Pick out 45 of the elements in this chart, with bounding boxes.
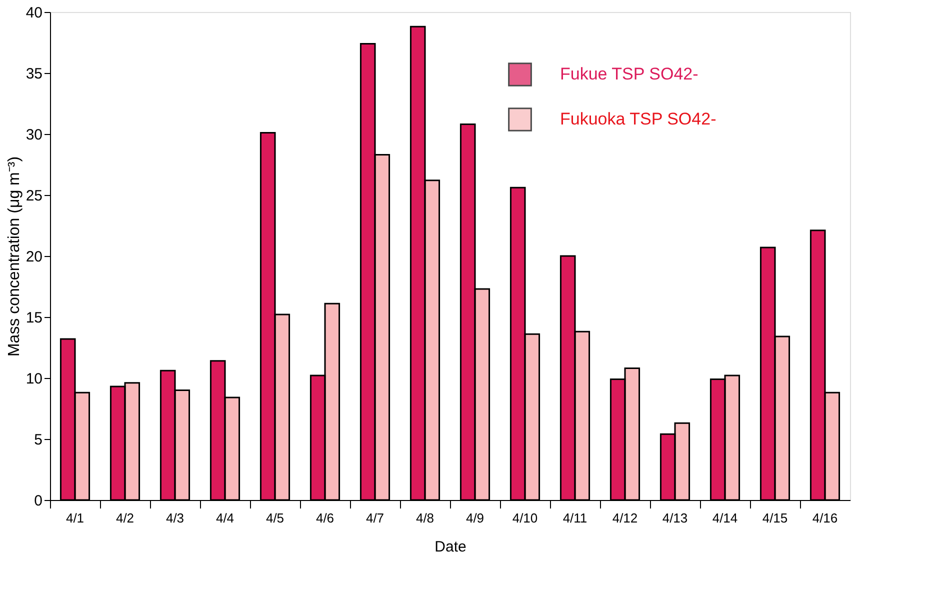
y-tick-label: 20 <box>26 248 42 266</box>
legend-label: Fukuoka TSP SO42- <box>560 110 716 128</box>
x-tick-label: 4/8 <box>416 510 434 526</box>
bar <box>824 392 840 501</box>
y-axis-title: Mass concentration (μg m⁻³) <box>6 156 23 357</box>
x-tick-label: 4/13 <box>662 510 688 526</box>
y-tick-label: 30 <box>26 126 42 144</box>
x-tick-label: 4/9 <box>466 510 484 526</box>
bar <box>724 374 740 501</box>
y-tick-label: 25 <box>26 188 42 204</box>
x-tick-label: 4/5 <box>266 510 284 526</box>
bar <box>674 422 690 501</box>
bar <box>124 382 140 501</box>
x-tick-label: 4/3 <box>166 510 184 526</box>
bar <box>474 288 490 501</box>
bar <box>524 333 540 501</box>
bar <box>174 389 190 501</box>
x-tick-label: 4/1 <box>66 510 84 526</box>
y-tick-label: 35 <box>26 66 42 82</box>
bar <box>424 180 440 501</box>
bar <box>624 367 640 501</box>
x-tick-label: 4/14 <box>712 510 738 526</box>
bar <box>224 396 240 501</box>
x-tick-label: 4/7 <box>366 510 384 526</box>
y-tick-label: 15 <box>26 310 42 326</box>
y-tick-label: 0 <box>34 492 42 510</box>
x-tick-label: 4/4 <box>216 510 234 526</box>
y-tick-label: 40 <box>26 4 42 22</box>
x-tick-label: 4/6 <box>316 510 334 526</box>
bar <box>74 392 90 501</box>
legend-label: Fukue TSP SO42- <box>560 64 698 84</box>
x-tick-label: 4/11 <box>562 510 588 526</box>
x-tick-label: 4/12 <box>612 510 638 526</box>
x-tick-label: 4/16 <box>812 510 838 526</box>
bar <box>574 330 590 501</box>
bar <box>324 302 340 501</box>
bar <box>774 336 790 501</box>
bar <box>374 154 390 501</box>
bar <box>274 314 290 501</box>
x-tick-label: 4/15 <box>762 510 788 526</box>
x-axis-title: Date <box>434 538 466 556</box>
y-tick-label: 10 <box>26 370 42 388</box>
x-tick-label: 4/10 <box>512 510 538 526</box>
y-tick-label: 5 <box>34 432 42 448</box>
x-tick-label: 4/2 <box>116 510 134 526</box>
